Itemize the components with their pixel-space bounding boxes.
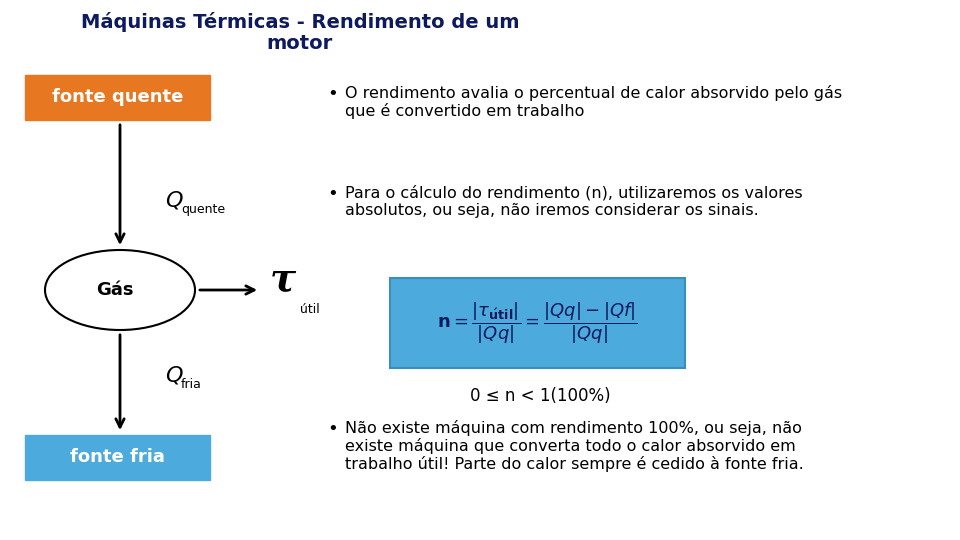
Text: útil: útil (300, 303, 320, 316)
Text: Máquinas Térmicas - Rendimento de um: Máquinas Térmicas - Rendimento de um (81, 12, 519, 32)
Text: que é convertido em trabalho: que é convertido em trabalho (345, 103, 585, 119)
FancyBboxPatch shape (25, 435, 210, 480)
Text: $Q$: $Q$ (165, 189, 183, 211)
Text: existe máquina que converta todo o calor absorvido em: existe máquina que converta todo o calor… (345, 438, 796, 454)
Text: absolutos, ou seja, não iremos considerar os sinais.: absolutos, ou seja, não iremos considera… (345, 203, 758, 218)
Text: •: • (327, 85, 338, 103)
Text: fonte quente: fonte quente (52, 89, 183, 106)
FancyBboxPatch shape (390, 278, 685, 368)
Text: fonte fria: fonte fria (70, 449, 165, 467)
Ellipse shape (45, 250, 195, 330)
Text: trabalho útil! Parte do calor sempre é cedido à fonte fria.: trabalho útil! Parte do calor sempre é c… (345, 456, 804, 472)
Text: τ: τ (270, 261, 296, 299)
Text: •: • (327, 420, 338, 438)
Text: 0 ≤ n < 1(100%): 0 ≤ n < 1(100%) (469, 387, 611, 405)
Text: $Q$: $Q$ (165, 364, 183, 386)
FancyBboxPatch shape (25, 75, 210, 120)
Text: O rendimento avalia o percentual de calor absorvido pelo gás: O rendimento avalia o percentual de calo… (345, 85, 842, 101)
Text: motor: motor (267, 34, 333, 53)
Text: •: • (327, 185, 338, 203)
Text: Gás: Gás (96, 281, 133, 299)
Text: $\mathbf{n} = \dfrac{|\tau_{\mathbf{\acute{u}til}}|}{|Qq|} = \dfrac{|Qq| - |Qf|}: $\mathbf{n} = \dfrac{|\tau_{\mathbf{\acu… (437, 300, 637, 346)
Text: fria: fria (181, 379, 202, 392)
Text: quente: quente (181, 204, 226, 217)
Text: Para o cálculo do rendimento (n), utilizaremos os valores: Para o cálculo do rendimento (n), utiliz… (345, 185, 803, 200)
Text: Não existe máquina com rendimento 100%, ou seja, não: Não existe máquina com rendimento 100%, … (345, 420, 802, 436)
